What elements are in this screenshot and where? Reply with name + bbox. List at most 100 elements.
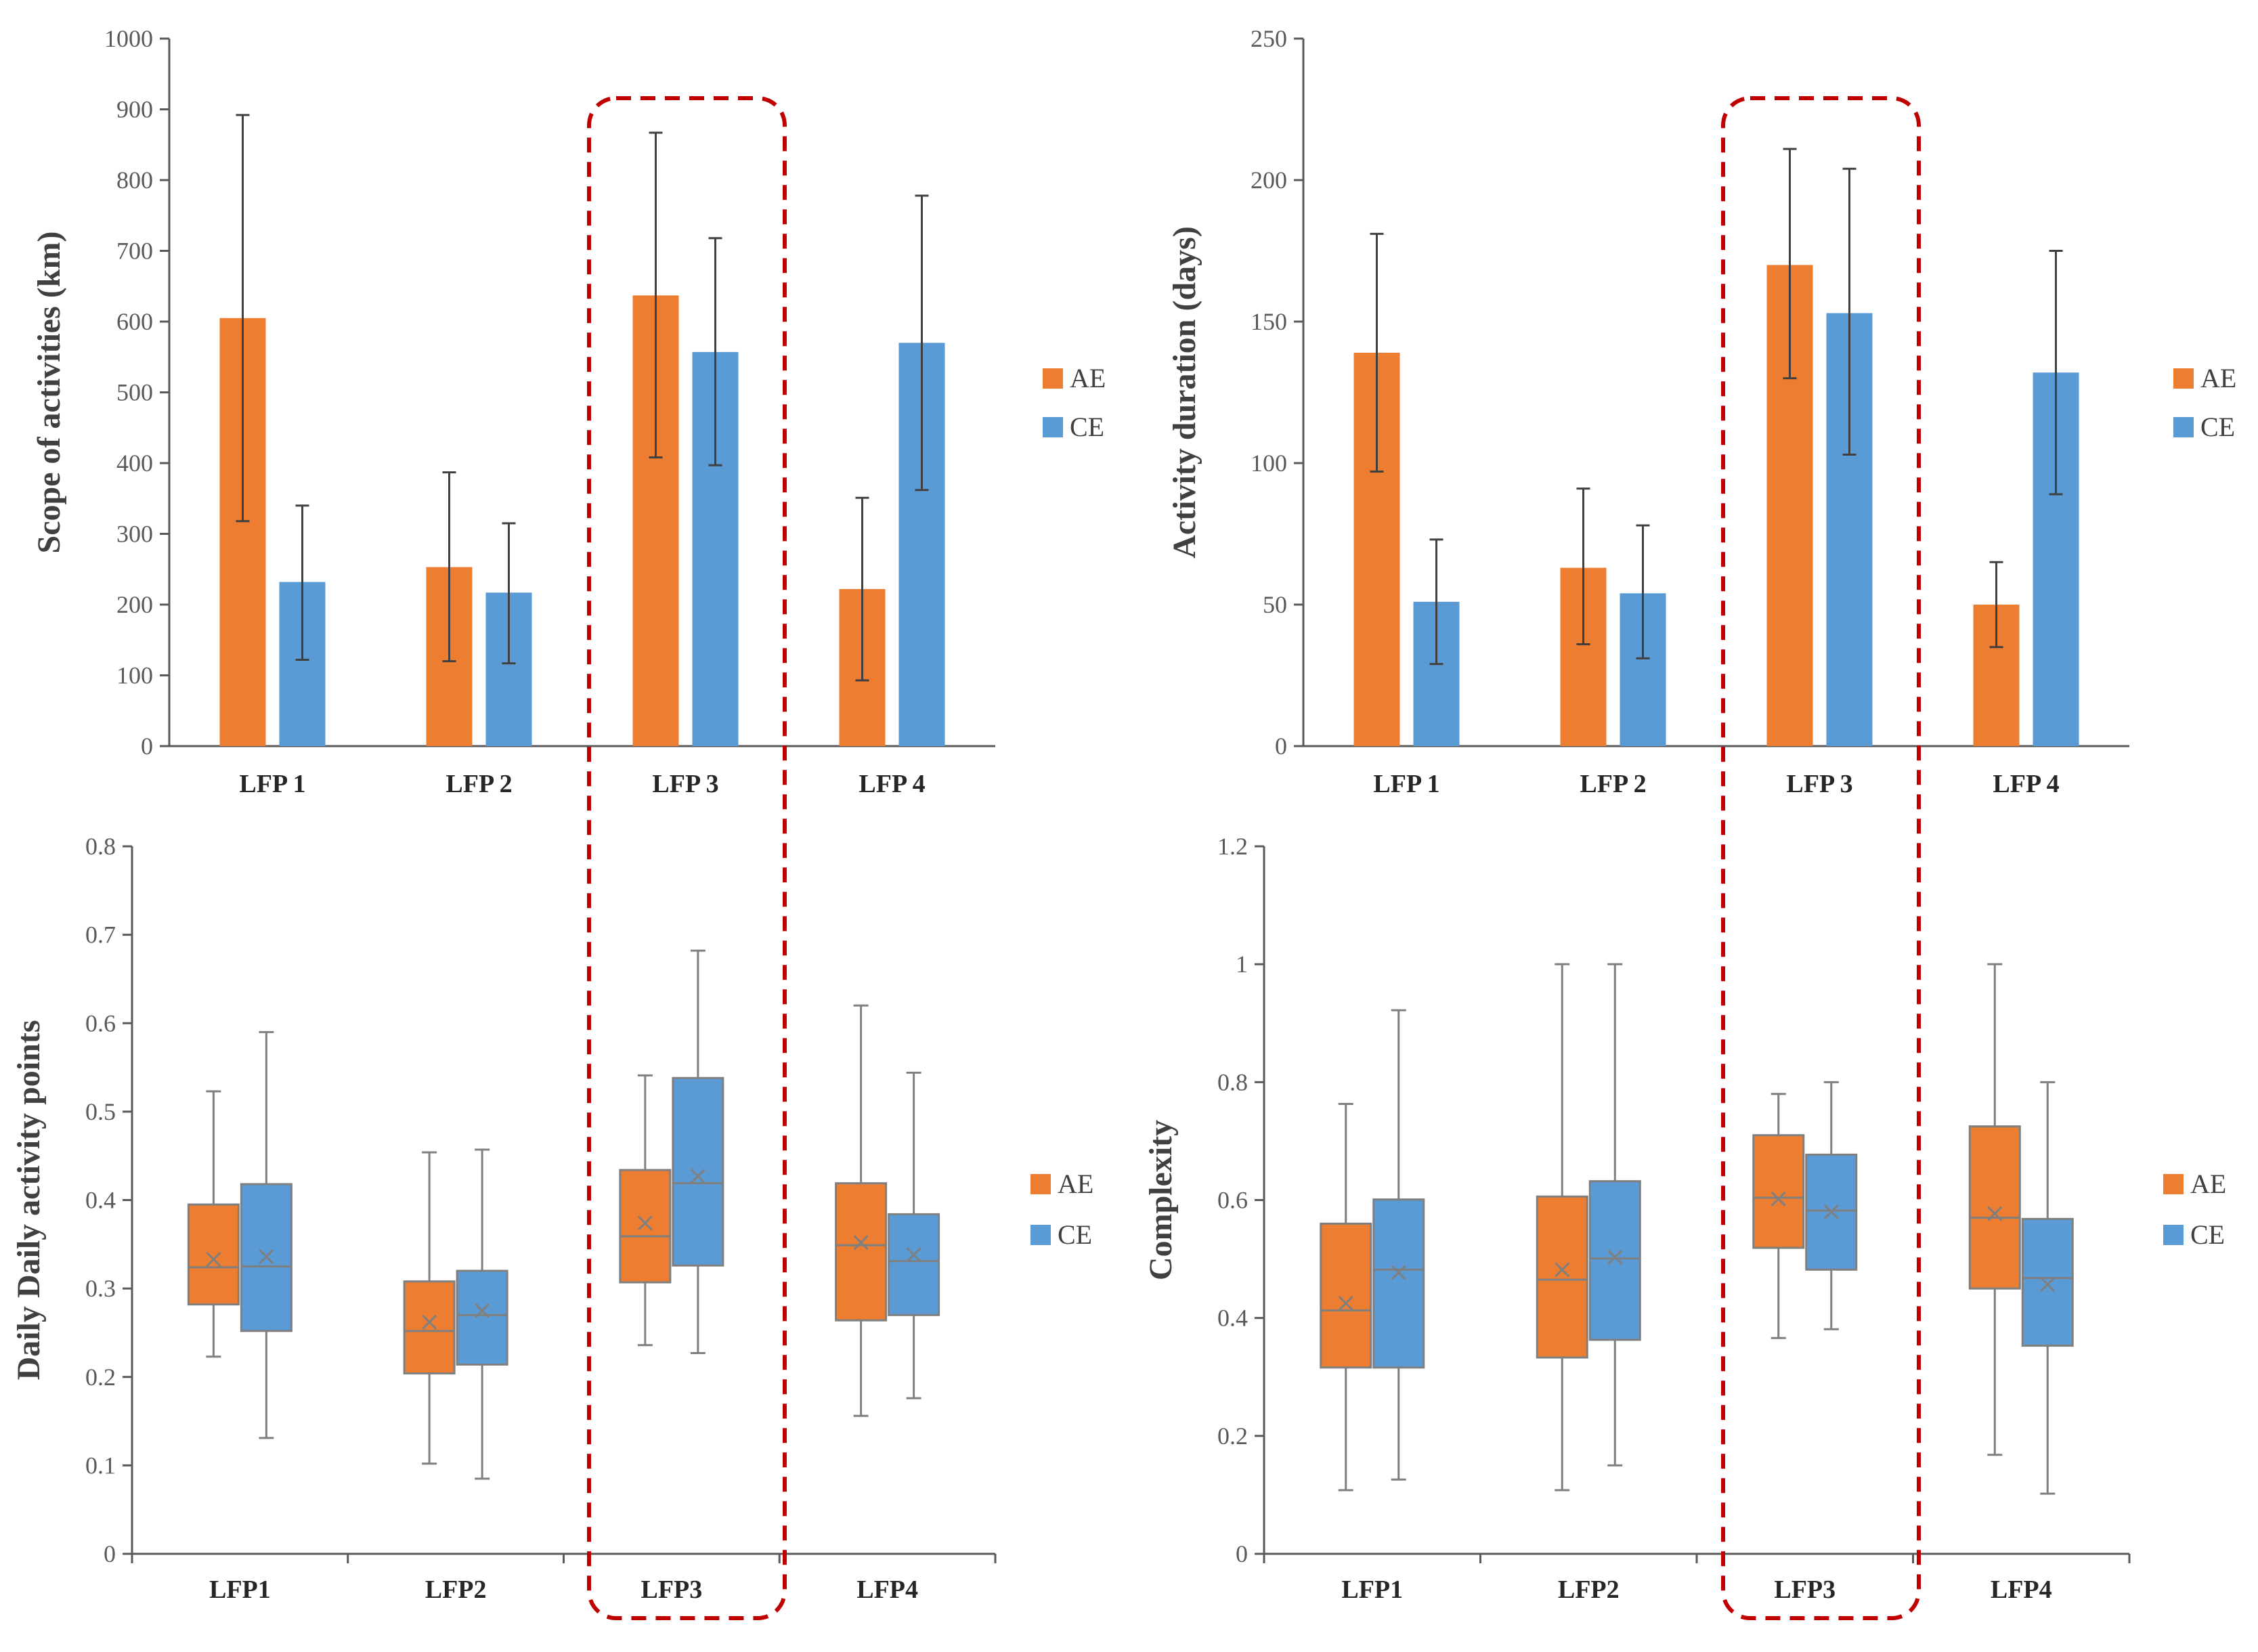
legend-swatch-CE: [1030, 1225, 1051, 1245]
y-tick-label: 600: [116, 308, 153, 335]
category-label: LFP 2: [1580, 770, 1646, 798]
legend-label-CE: CE: [1058, 1219, 1092, 1250]
y-tick-label: 50: [1263, 591, 1287, 618]
y-tick-label: 400: [116, 450, 153, 477]
mean-marker: [906, 1247, 921, 1263]
y-tick-label: 0.1: [85, 1452, 116, 1479]
y-tick-label: 150: [1251, 308, 1287, 335]
legend-label-CE: CE: [2190, 1219, 2225, 1250]
category-label: LFP3: [641, 1575, 702, 1604]
category-label: LFP 4: [859, 770, 925, 798]
y-tick-label: 250: [1251, 25, 1287, 52]
mean-marker: [1987, 1206, 2003, 1221]
category-label: LFP 2: [446, 770, 512, 798]
mean-marker: [422, 1314, 437, 1330]
category-label: LFP 4: [1993, 770, 2059, 798]
y-tick-label: 0: [1275, 733, 1287, 760]
legend-swatch-AE: [1030, 1174, 1051, 1194]
mean-marker: [690, 1169, 705, 1184]
category-label: LFP 3: [1786, 770, 1852, 798]
y-tick-label: 200: [116, 591, 153, 618]
legend-swatch-CE: [1043, 417, 1063, 437]
mean-marker: [1555, 1262, 1570, 1278]
y-tick-label: 0: [141, 733, 153, 760]
y-tick-label: 1000: [104, 25, 153, 52]
mean-marker: [259, 1249, 274, 1265]
box-CE: [1372, 1198, 1425, 1369]
box-CE: [672, 1077, 724, 1267]
y-tick-label: 1.2: [1217, 833, 1248, 860]
category-label: LFP4: [856, 1575, 918, 1604]
box-AE: [1968, 1125, 2021, 1290]
y-tick-label: 0: [1236, 1540, 1248, 1567]
y-tick-label: 0.4: [1217, 1305, 1248, 1332]
legend-label-AE: AE: [1058, 1169, 1093, 1199]
legend-swatch-AE: [2163, 1174, 2184, 1194]
y-tick-label: 100: [116, 662, 153, 689]
box-CE: [1588, 1180, 1641, 1341]
y-axis-title: Complexity: [1143, 1120, 1179, 1280]
mean-marker: [853, 1235, 869, 1251]
legend-swatch-AE: [2173, 368, 2194, 389]
y-tick-label: 0.5: [85, 1098, 116, 1125]
y-tick-label: 0.2: [1217, 1422, 1248, 1450]
y-tick-label: 0.6: [1217, 1187, 1248, 1214]
mean-marker: [637, 1215, 653, 1231]
category-label: LFP3: [1774, 1575, 1836, 1604]
box-CE: [456, 1269, 508, 1366]
y-tick-label: 0.3: [85, 1275, 116, 1302]
y-axis-title: Activity duration (days): [1167, 226, 1202, 559]
legend-label-AE: AE: [2200, 363, 2236, 393]
y-tick-label: 1: [1236, 951, 1248, 978]
category-label: LFP4: [1991, 1575, 2052, 1604]
category-label: LFP2: [1558, 1575, 1620, 1604]
y-tick-label: 0.6: [85, 1009, 116, 1037]
category-label: LFP 1: [239, 770, 305, 798]
y-tick-label: 0.2: [85, 1364, 116, 1391]
y-tick-label: 0.8: [85, 833, 116, 860]
mean-marker: [206, 1251, 221, 1267]
legend-swatch-AE: [1043, 368, 1063, 389]
box-AE: [835, 1182, 888, 1322]
box-CE: [888, 1213, 940, 1316]
legend-swatch-CE: [2163, 1225, 2184, 1245]
chart-scope: 0 100 200 300 400 500 600 700 800 900 1000 LFP 1 LFP…: [31, 25, 1106, 798]
box-AE: [619, 1169, 672, 1284]
y-tick-label: 0.4: [85, 1187, 116, 1214]
y-tick-label: 800: [116, 167, 153, 194]
y-tick-label: 200: [1251, 167, 1287, 194]
legend-label-AE: AE: [2190, 1169, 2226, 1199]
chart-daily: 0 0.1 0.2 0.3 0.4 0.5 0.6 0.7 0.8 LFP1 LFP2 LFP3 LFP…: [11, 833, 1093, 1604]
legend-label-AE: AE: [1070, 363, 1106, 393]
legend-label-CE: CE: [1070, 412, 1104, 442]
category-label: LFP1: [209, 1575, 271, 1604]
mean-marker: [1338, 1295, 1353, 1311]
box-AE: [1536, 1195, 1588, 1359]
category-label: LFP 1: [1373, 770, 1439, 798]
y-tick-label: 0: [104, 1540, 116, 1567]
y-tick-label: 500: [116, 379, 153, 406]
mean-marker: [2040, 1276, 2056, 1292]
mean-marker: [1391, 1265, 1406, 1280]
mean-marker: [1771, 1191, 1786, 1207]
y-tick-label: 0.7: [85, 921, 116, 949]
box-CE: [2021, 1217, 2074, 1347]
category-label: LFP 3: [652, 770, 718, 798]
chart-duration: 0 50 100 150 200 250 LFP 1 LFP 2 LFP 3 LFP 4 Activ…: [1167, 25, 2236, 798]
y-tick-label: 700: [116, 238, 153, 265]
highlight-frame-lfp3: [587, 96, 787, 1620]
mean-marker: [1607, 1249, 1623, 1265]
y-tick-label: 100: [1251, 450, 1287, 477]
box-AE: [403, 1280, 456, 1375]
box-AE: [1320, 1222, 1372, 1369]
chart-complexity: 0 0.2 0.4 0.6 0.8 1 1.2 LFP1 LFP2 LFP3 LFP4 Complex…: [1143, 833, 2226, 1604]
legend-label-CE: CE: [2200, 412, 2235, 442]
legend-swatch-CE: [2173, 417, 2194, 437]
category-label: LFP1: [1341, 1575, 1403, 1604]
highlight-frame-lfp3: [1721, 96, 1921, 1620]
y-tick-label: 900: [116, 96, 153, 123]
box-AE: [1752, 1134, 1805, 1249]
y-axis-title: Scope of activities (km): [31, 232, 67, 554]
y-tick-label: 300: [116, 521, 153, 548]
